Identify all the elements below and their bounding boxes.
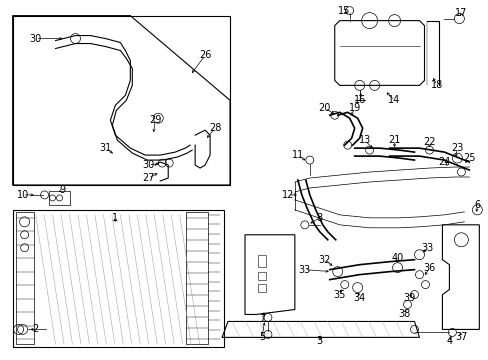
Text: 28: 28 [208,123,221,133]
Text: 38: 38 [398,310,410,319]
Text: 5: 5 [258,332,264,342]
Text: 11: 11 [291,150,304,160]
Bar [258,255,265,267]
Text: 40: 40 [390,253,403,263]
Text: 39: 39 [403,293,415,302]
Text: 15: 15 [337,6,349,15]
Text: 18: 18 [430,80,443,90]
Text: 16: 16 [353,95,365,105]
Text: 25: 25 [462,153,475,163]
Text: 10: 10 [17,190,29,200]
Bar [13,210,224,347]
Text: 20: 20 [318,103,330,113]
Text: 12: 12 [281,190,293,200]
Text: 29: 29 [149,115,161,125]
Text: 19: 19 [348,103,360,113]
Text: 6: 6 [473,200,479,210]
Text: 26: 26 [199,50,211,60]
Bar [258,284,265,292]
Text: 31: 31 [99,143,111,153]
Text: 27: 27 [142,173,154,183]
Text: 13: 13 [358,135,370,145]
Text: 32: 32 [318,255,330,265]
Text: 24: 24 [437,157,450,167]
Text: 33: 33 [421,243,433,253]
Bar [186,212,208,345]
Text: 35: 35 [333,289,345,300]
Text: 22: 22 [422,137,435,147]
Text: 37: 37 [454,332,467,342]
Text: 30: 30 [29,33,41,44]
Bar [16,212,34,345]
Text: 14: 14 [387,95,400,105]
Text: 9: 9 [60,185,65,195]
Text: 36: 36 [423,263,435,273]
Text: 17: 17 [454,8,467,18]
Text: 23: 23 [450,143,463,153]
Text: 7: 7 [258,314,264,324]
Bar [48,191,70,205]
Text: 2: 2 [32,324,39,334]
Text: 30: 30 [142,160,154,170]
Text: 3: 3 [316,336,322,346]
Text: 21: 21 [387,135,400,145]
Bar [258,272,265,280]
Text: 1: 1 [112,213,118,223]
Text: 8: 8 [316,213,322,223]
Text: 33: 33 [298,265,310,275]
Text: 4: 4 [446,336,451,346]
Text: 34: 34 [353,293,365,302]
